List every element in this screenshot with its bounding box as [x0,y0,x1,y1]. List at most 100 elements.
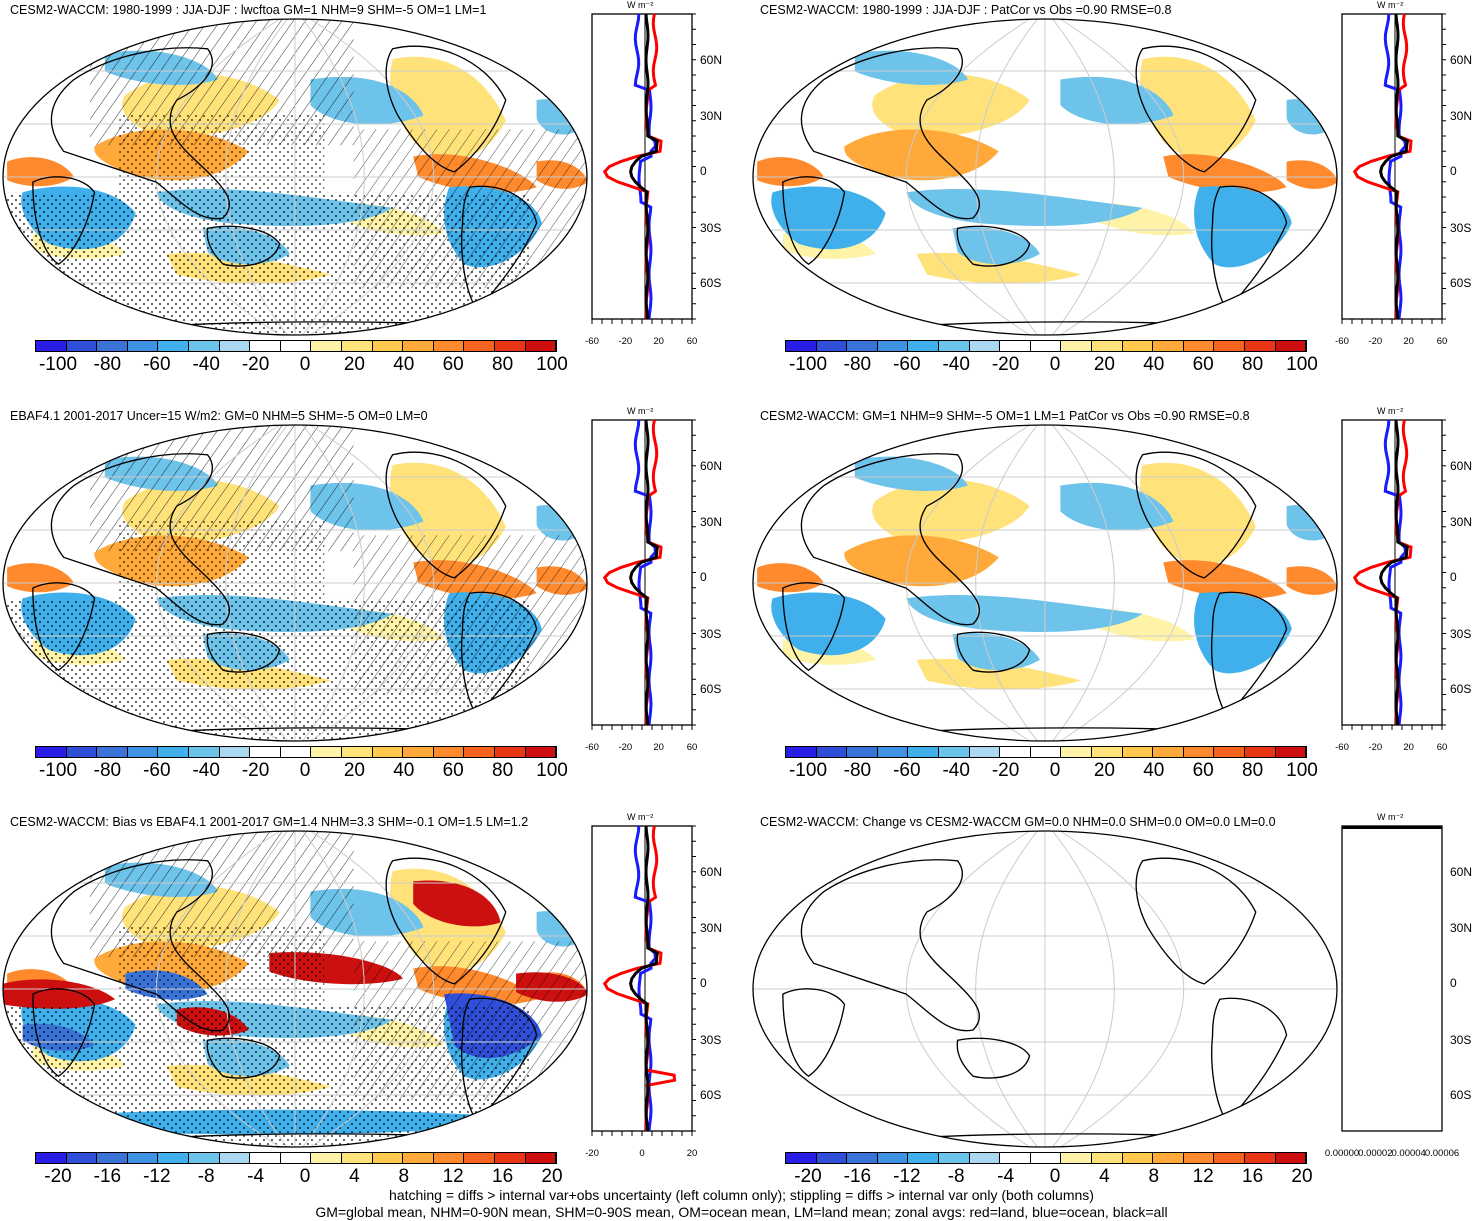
colorbar-swatch [1153,1153,1184,1163]
colorbar-swatch [494,747,526,757]
colorbar-swatch [877,341,909,351]
colorbar-swatch [1030,341,1062,351]
lat-tick-label: 30N [700,921,723,935]
colorbar-swatch [1030,747,1062,757]
zonal-x-tick-label: 0.00006 [1424,1148,1460,1159]
field-region [872,73,1030,137]
colorbar-swatch [938,1153,970,1163]
field-region [854,50,968,85]
lat-tick-label: 0 [1450,570,1457,584]
colorbar-swatch [341,341,373,351]
colorbar-tick-label: 4 [349,1166,360,1187]
colorbar-swatch [433,747,465,757]
zonal-x-tick-label: -60 [1335,742,1349,753]
field-region [7,157,74,187]
lat-tick-label: 60S [700,1088,722,1102]
world-map [2,18,588,336]
colorbar-swatch [969,1153,1001,1163]
colorbar-tick-label: 4 [1099,1166,1110,1187]
lat-tick-label: 60N [700,865,723,879]
lat-tick-label: 60S [1450,1088,1472,1102]
lat-tick-label: 30S [1450,1033,1472,1047]
colorbar-swatch [1122,747,1154,757]
footer-line-2: GM=global mean, NHM=0-90N mean, SHM=0-90… [315,1204,1168,1220]
colorbar-tick-label: -80 [93,760,122,781]
world-map [752,830,1338,1148]
units-label: W m⁻² [627,812,654,822]
colorbar-swatch [127,341,159,351]
land-zonal-line [602,825,677,1132]
zonal-x-tick-label: -20 [1368,336,1383,347]
all-zonal-line [629,419,659,726]
lat-tick-label: 30N [1450,109,1473,123]
colorbar-tick-label: 20 [1291,1166,1313,1187]
hatch-overlay [353,941,587,1101]
colorbar-tick-label: -60 [893,354,921,375]
hatch-overlay [89,19,354,146]
colorbar-swatch [403,1153,434,1163]
colorbar-swatch [1214,341,1245,351]
zonal-average-plot [1341,419,1446,730]
field-region [771,186,886,250]
colorbar-tick-label: -12 [893,1166,921,1187]
zonal-x-tick-label: 60 [1436,742,1448,753]
colorbar-tick-label: 80 [1242,354,1264,375]
colorbar-swatch [816,747,848,757]
colorbar-swatch [786,1153,817,1163]
colorbar-swatch [97,1153,128,1163]
ocean-zonal-line [1383,419,1408,726]
panel-4: CESM2-WACCM: GM=1 NHM=9 SHM=-5 OM=1 LM=1… [750,406,1483,806]
colorbar-tick-label: -20 [991,760,1020,781]
colorbar-swatch [1091,341,1123,351]
colorbar [785,1152,1307,1164]
all-zonal-line [1379,419,1409,726]
zonal-x-tick-label: 20 [653,742,664,753]
colorbar-swatch [97,747,128,757]
coastline [32,45,538,327]
field-region [3,979,116,1009]
colorbar-swatch [1214,1153,1245,1163]
zonal-x-tick-label: 60 [1436,336,1448,347]
colorbar-swatch [1091,747,1123,757]
colorbar-swatch [403,341,434,351]
colorbar-swatch [280,341,312,351]
field-region [1140,462,1256,565]
colorbar-tick-label: -100 [788,354,828,375]
lat-tick-label: 30N [700,109,723,123]
colorbar-tick-label: 60 [442,354,464,375]
colorbar-swatch [66,747,98,757]
colorbar-swatch [525,341,557,351]
colorbar-tick-label: -20 [241,760,270,781]
colorbar-tick-label: -100 [38,760,78,781]
lat-tick-label: 30S [700,221,722,235]
lat-tick-label: 30S [700,627,722,641]
coastline [782,451,1288,733]
field-region [7,563,74,593]
hatch-overlay [353,129,587,289]
colorbar-swatch [372,1153,404,1163]
colorbar-tick-label: -80 [843,760,872,781]
map-border [752,830,1338,1148]
panel-5: CESM2-WACCM: Bias vs EBAF4.1 2001-2017 G… [0,812,740,1212]
colorbar-swatch [908,747,939,757]
colorbar-swatch [969,341,1001,351]
hatch-overlay [89,425,354,552]
panel-title: EBAF4.1 2001-2017 Uncer=15 W/m2: GM=0 NH… [10,409,428,423]
lat-tick-label: 60S [1450,276,1472,290]
colorbar-tick-label: 8 [398,1166,410,1187]
field-region [1163,560,1287,599]
colorbar-tick-label: 20 [1093,354,1115,375]
world-map [752,424,1338,742]
panel-title: CESM2-WACCM: Change vs CESM2-WACCM GM=0.… [760,815,1276,829]
colorbar-swatch [1122,1153,1154,1163]
zonal-x-tick-label: 0.00002 [1358,1148,1393,1159]
coastline [32,857,538,1139]
colorbar-swatch [1214,747,1245,757]
lat-tick-label: 60N [1450,459,1473,473]
colorbar-swatch [1183,1153,1215,1163]
colorbar-tick-label: -60 [143,354,171,375]
colorbar-swatch [1000,747,1031,757]
colorbar-tick-label: 12 [1192,1166,1214,1187]
field-region [413,880,501,927]
panel-title: CESM2-WACCM: 1980-1999 : JJA-DJF : lwcft… [10,3,487,17]
